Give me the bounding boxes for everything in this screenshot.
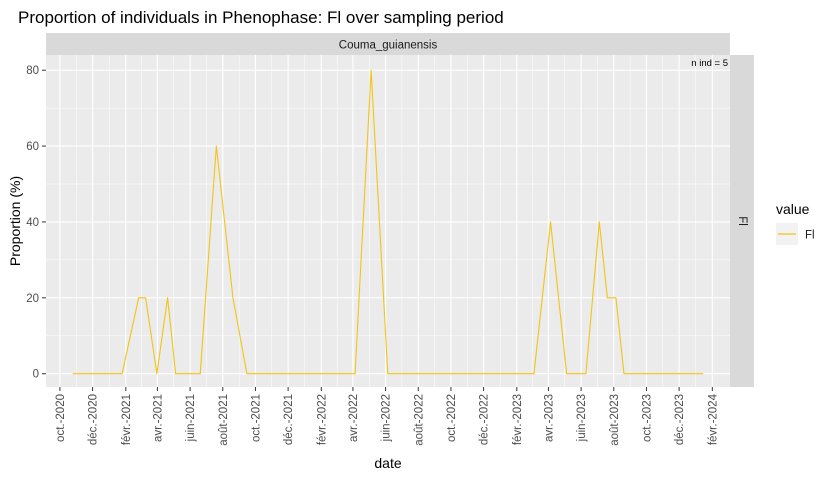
y-axis-title: Proportion (%) (7, 176, 23, 266)
x-axis: oct.-2020 déc.-2020 févr.-2021 avr.-2021 jui… (55, 387, 719, 446)
x-tick-label: déc.-2022 (479, 394, 491, 445)
y-tick-label: 80 (26, 65, 39, 77)
x-tick-label: oct.-2022 (446, 394, 458, 442)
series-line-fl (72, 69, 704, 375)
legend: value Fl (776, 201, 815, 245)
x-tick-label: août-2021 (218, 394, 230, 446)
x-tick-label: févr.-2024 (707, 393, 719, 445)
facet-strip-right (730, 55, 754, 387)
chart-title: Proportion of individuals in Phenophase:… (18, 8, 504, 27)
y-tick-label: 20 (26, 293, 39, 305)
x-tick-label: avr.-2021 (152, 394, 164, 442)
x-tick-label: févr.-2022 (316, 394, 328, 445)
facet-strip-top (46, 33, 730, 55)
facet-label: Couma_guianensis (339, 40, 438, 52)
x-axis-title: date (374, 455, 401, 471)
facet-right-label: Fl (736, 216, 748, 226)
legend-title: value (776, 201, 810, 217)
x-tick-label: août-2022 (413, 394, 425, 446)
x-tick-label: juin-2023 (576, 394, 588, 442)
x-tick-label: févr.-2023 (512, 394, 524, 445)
x-tick-label: oct.-2021 (250, 394, 262, 442)
y-axis: 0 20 40 60 80 (26, 65, 46, 381)
x-tick-label: oct.-2023 (641, 394, 653, 442)
minor-grid (46, 55, 730, 387)
y-tick-label: 40 (26, 217, 39, 229)
x-tick-label: avr.-2023 (543, 394, 555, 442)
plot-panel (46, 55, 730, 387)
x-tick-label: avr.-2022 (348, 394, 360, 442)
series-layer (72, 69, 704, 375)
x-tick-label: déc.-2023 (674, 394, 686, 445)
x-tick-label: juin-2021 (185, 394, 197, 442)
x-tick-label: déc.-2020 (88, 394, 100, 445)
x-tick-label: oct.-2020 (55, 394, 67, 442)
y-tick-label: 0 (33, 369, 39, 381)
x-tick-label: déc.-2021 (283, 394, 295, 445)
n-ind-annotation: n ind = 5 (691, 58, 728, 69)
x-tick-label: juin-2022 (381, 394, 393, 442)
x-tick-label: févr.-2021 (121, 394, 133, 445)
legend-item-label: Fl (805, 230, 815, 242)
x-tick-label: août-2023 (609, 394, 621, 446)
y-tick-label: 60 (26, 141, 39, 153)
